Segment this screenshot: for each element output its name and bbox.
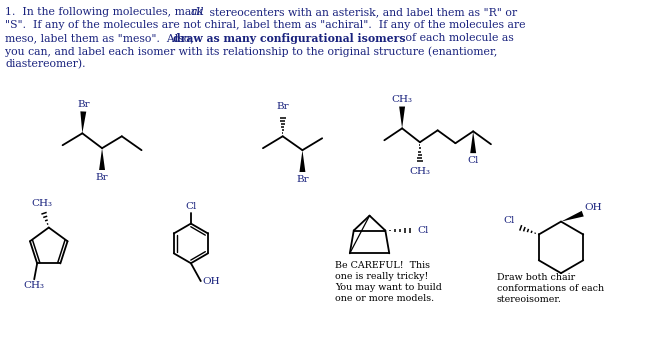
Text: Cl: Cl — [185, 202, 196, 211]
Text: Cl: Cl — [468, 156, 479, 165]
Polygon shape — [99, 148, 105, 170]
Text: Cl: Cl — [504, 215, 515, 225]
Text: meso, label them as "meso".  Also,: meso, label them as "meso". Also, — [5, 33, 198, 43]
Text: one or more models.: one or more models. — [335, 294, 434, 303]
Text: all: all — [191, 7, 204, 17]
Text: OH: OH — [203, 277, 220, 286]
Text: Br: Br — [96, 173, 108, 182]
Text: CH₃: CH₃ — [23, 281, 45, 290]
Polygon shape — [561, 211, 584, 222]
Text: draw as many configurational isomers: draw as many configurational isomers — [173, 33, 405, 44]
Polygon shape — [299, 150, 305, 172]
Text: You may want to build: You may want to build — [335, 283, 442, 292]
Text: "S".  If any of the molecules are not chiral, label them as "achiral".  If any o: "S". If any of the molecules are not chi… — [5, 20, 526, 30]
Polygon shape — [399, 106, 405, 128]
Text: conformations of each: conformations of each — [497, 284, 604, 293]
Text: CH₃: CH₃ — [391, 94, 413, 104]
Text: OH: OH — [584, 203, 603, 212]
Text: CH₃: CH₃ — [31, 199, 52, 208]
Text: CH₃: CH₃ — [409, 167, 430, 176]
Text: Draw both chair: Draw both chair — [497, 273, 575, 282]
Text: Cl: Cl — [417, 226, 428, 235]
Polygon shape — [470, 131, 476, 153]
Text: Br: Br — [77, 100, 90, 108]
Text: one is really tricky!: one is really tricky! — [335, 272, 428, 281]
Polygon shape — [80, 111, 86, 133]
Text: stereoisomer.: stereoisomer. — [497, 295, 562, 304]
Text: Be CAREFUL!  This: Be CAREFUL! This — [335, 261, 430, 270]
Text: you can, and label each isomer with its relationship to the original structure (: you can, and label each isomer with its … — [5, 46, 498, 56]
Text: Br: Br — [296, 175, 309, 184]
Text: Br: Br — [277, 103, 289, 111]
Text: of each molecule as: of each molecule as — [402, 33, 514, 43]
Text: 1.  In the following molecules, mark: 1. In the following molecules, mark — [5, 7, 207, 17]
Text: stereocenters with an asterisk, and label them as "R" or: stereocenters with an asterisk, and labe… — [206, 7, 517, 17]
Text: diastereomer).: diastereomer). — [5, 59, 86, 69]
